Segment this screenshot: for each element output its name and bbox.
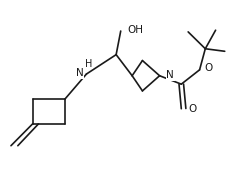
Text: N: N (166, 70, 173, 80)
Text: O: O (204, 63, 212, 73)
Text: O: O (188, 104, 196, 114)
Text: N: N (76, 68, 83, 78)
Text: H: H (84, 59, 92, 69)
Text: OH: OH (127, 25, 142, 35)
